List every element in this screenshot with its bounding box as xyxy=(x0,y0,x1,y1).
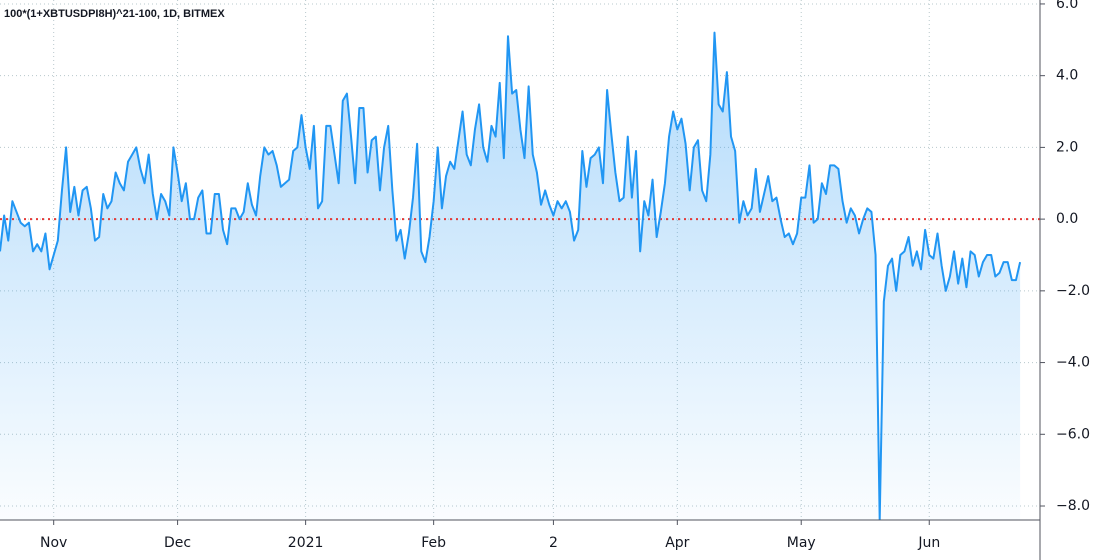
y-tick-label: −2.0 xyxy=(1056,283,1090,299)
x-tick-label: 2 xyxy=(549,535,558,551)
y-tick-label: −8.0 xyxy=(1056,498,1090,514)
x-tick-label: Apr xyxy=(665,535,689,551)
y-tick-label: −4.0 xyxy=(1056,355,1090,371)
y-tick-label: 4.0 xyxy=(1056,68,1078,84)
line xyxy=(0,31,1022,520)
x-tick-label: Jun xyxy=(917,535,940,551)
x-tick-label: Feb xyxy=(421,535,446,551)
y-tick-label: 6.0 xyxy=(1056,0,1078,12)
chart-title: 100*(1+XBTUSDPI8H)^21-100, 1D, BITMEX xyxy=(4,8,225,20)
y-tick-label: 2.0 xyxy=(1056,139,1078,155)
y-tick-label: −6.0 xyxy=(1056,426,1090,442)
x-tick-label: Dec xyxy=(164,535,191,551)
x-tick-label: 2021 xyxy=(288,535,324,551)
x-tick-label: Nov xyxy=(40,535,67,551)
area xyxy=(0,32,1021,520)
y-tick-label: 0.0 xyxy=(1056,211,1078,227)
x-tick-label: May xyxy=(787,535,816,551)
